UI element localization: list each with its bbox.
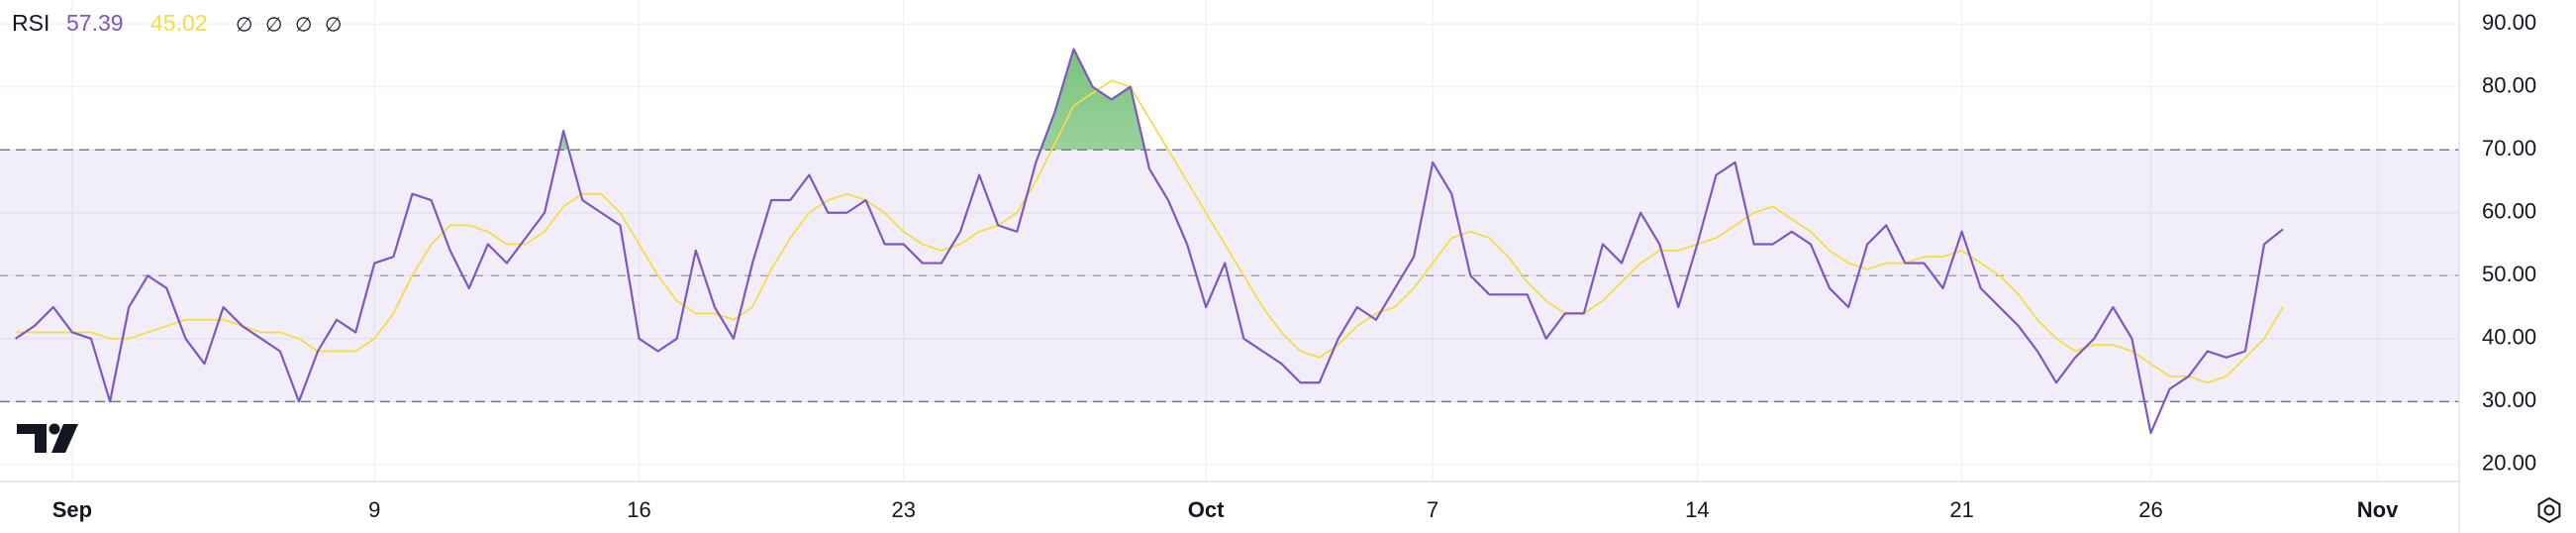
logo xyxy=(17,423,78,453)
rsi-value: 57.39 xyxy=(66,10,124,36)
y-tick-label: 20.00 xyxy=(2482,451,2536,476)
status-symbol: ∅ xyxy=(265,14,282,36)
x-tick-label: 9 xyxy=(368,497,380,522)
bands xyxy=(0,149,2459,403)
logo-part xyxy=(51,424,78,453)
status-symbol: ∅ xyxy=(295,14,312,36)
settings-button[interactable] xyxy=(2537,496,2561,524)
ma-value: 45.02 xyxy=(150,10,208,36)
status-symbol: ∅ xyxy=(325,14,342,36)
y-tick-label: 30.00 xyxy=(2482,387,2536,412)
logo-part xyxy=(35,424,47,453)
y-tick-label: 80.00 xyxy=(2482,72,2536,97)
y-tick-label: 40.00 xyxy=(2482,325,2536,350)
y-tick-label: 60.00 xyxy=(2482,199,2536,224)
y-tick-label: 50.00 xyxy=(2482,262,2536,286)
rsi-line xyxy=(15,48,2284,435)
x-tick-label: 26 xyxy=(2138,497,2162,522)
overbought-fill xyxy=(558,49,1145,151)
logo-part xyxy=(49,423,60,435)
y-tick-label: 90.00 xyxy=(2482,10,2536,35)
series xyxy=(15,48,2284,435)
status-symbol: ∅ xyxy=(236,14,252,36)
x-tick-label: Nov xyxy=(2357,497,2399,522)
overbought-zone xyxy=(558,49,1145,151)
x-tick-label: Sep xyxy=(52,497,92,522)
x-tick-label: 21 xyxy=(1949,497,1973,522)
x-tick-label: 14 xyxy=(1685,497,1709,522)
x-tick-label: 7 xyxy=(1427,497,1438,522)
logo-part xyxy=(17,424,47,434)
x-tick-label: 23 xyxy=(892,497,916,522)
x-tick-label: Oct xyxy=(1188,497,1225,522)
legend: RSI 57.39 45.02 ∅ ∅ ∅ ∅ xyxy=(12,10,342,36)
x-tick-label: 16 xyxy=(627,497,650,522)
y-tick-label: 70.00 xyxy=(2482,136,2536,160)
indicator-name: RSI xyxy=(12,10,50,36)
